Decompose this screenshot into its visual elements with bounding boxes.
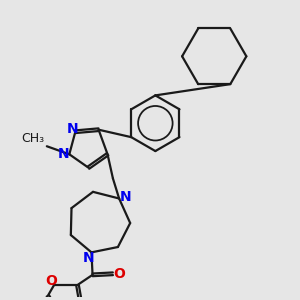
Text: O: O xyxy=(113,267,125,281)
Text: N: N xyxy=(83,251,94,265)
Text: CH₃: CH₃ xyxy=(22,132,45,145)
Text: N: N xyxy=(120,190,131,204)
Text: O: O xyxy=(45,274,57,288)
Text: N: N xyxy=(67,122,79,136)
Text: N: N xyxy=(58,147,70,161)
